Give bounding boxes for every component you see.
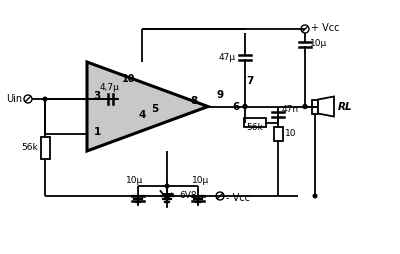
Text: 9: 9 [216,90,224,101]
Text: + Vcc: + Vcc [311,23,340,33]
Text: 8: 8 [190,97,198,106]
Polygon shape [87,62,208,151]
Circle shape [216,192,224,200]
Text: 10µ: 10µ [126,176,144,185]
Text: RL: RL [338,102,353,112]
Polygon shape [318,97,334,117]
Circle shape [24,95,32,103]
Text: 47n: 47n [282,104,299,114]
Circle shape [313,194,317,198]
Circle shape [301,25,309,33]
Text: 5: 5 [151,103,159,114]
Circle shape [303,104,307,108]
Text: 6V8: 6V8 [179,190,197,199]
Text: 1: 1 [93,127,101,137]
Circle shape [243,104,247,108]
Text: Uin: Uin [6,94,22,104]
Text: 10µ: 10µ [310,40,327,49]
Bar [244,118,266,127]
Bar [312,100,318,114]
Text: 4: 4 [138,109,146,119]
Text: 6: 6 [233,102,240,112]
Bar [274,126,282,140]
Bar [40,136,50,158]
Text: 47µ: 47µ [218,53,236,62]
Circle shape [43,97,47,101]
Circle shape [165,184,169,188]
Text: 10: 10 [285,129,296,138]
Text: 10µ: 10µ [192,176,210,185]
Text: 4,7µ: 4,7µ [100,83,120,92]
Text: 3: 3 [93,91,101,101]
Text: 7: 7 [246,76,254,87]
Text: 10: 10 [122,73,136,84]
Text: - Vcc: - Vcc [226,193,250,203]
Text: 56k: 56k [247,123,263,133]
Polygon shape [162,194,172,202]
Text: 56k: 56k [22,143,38,152]
